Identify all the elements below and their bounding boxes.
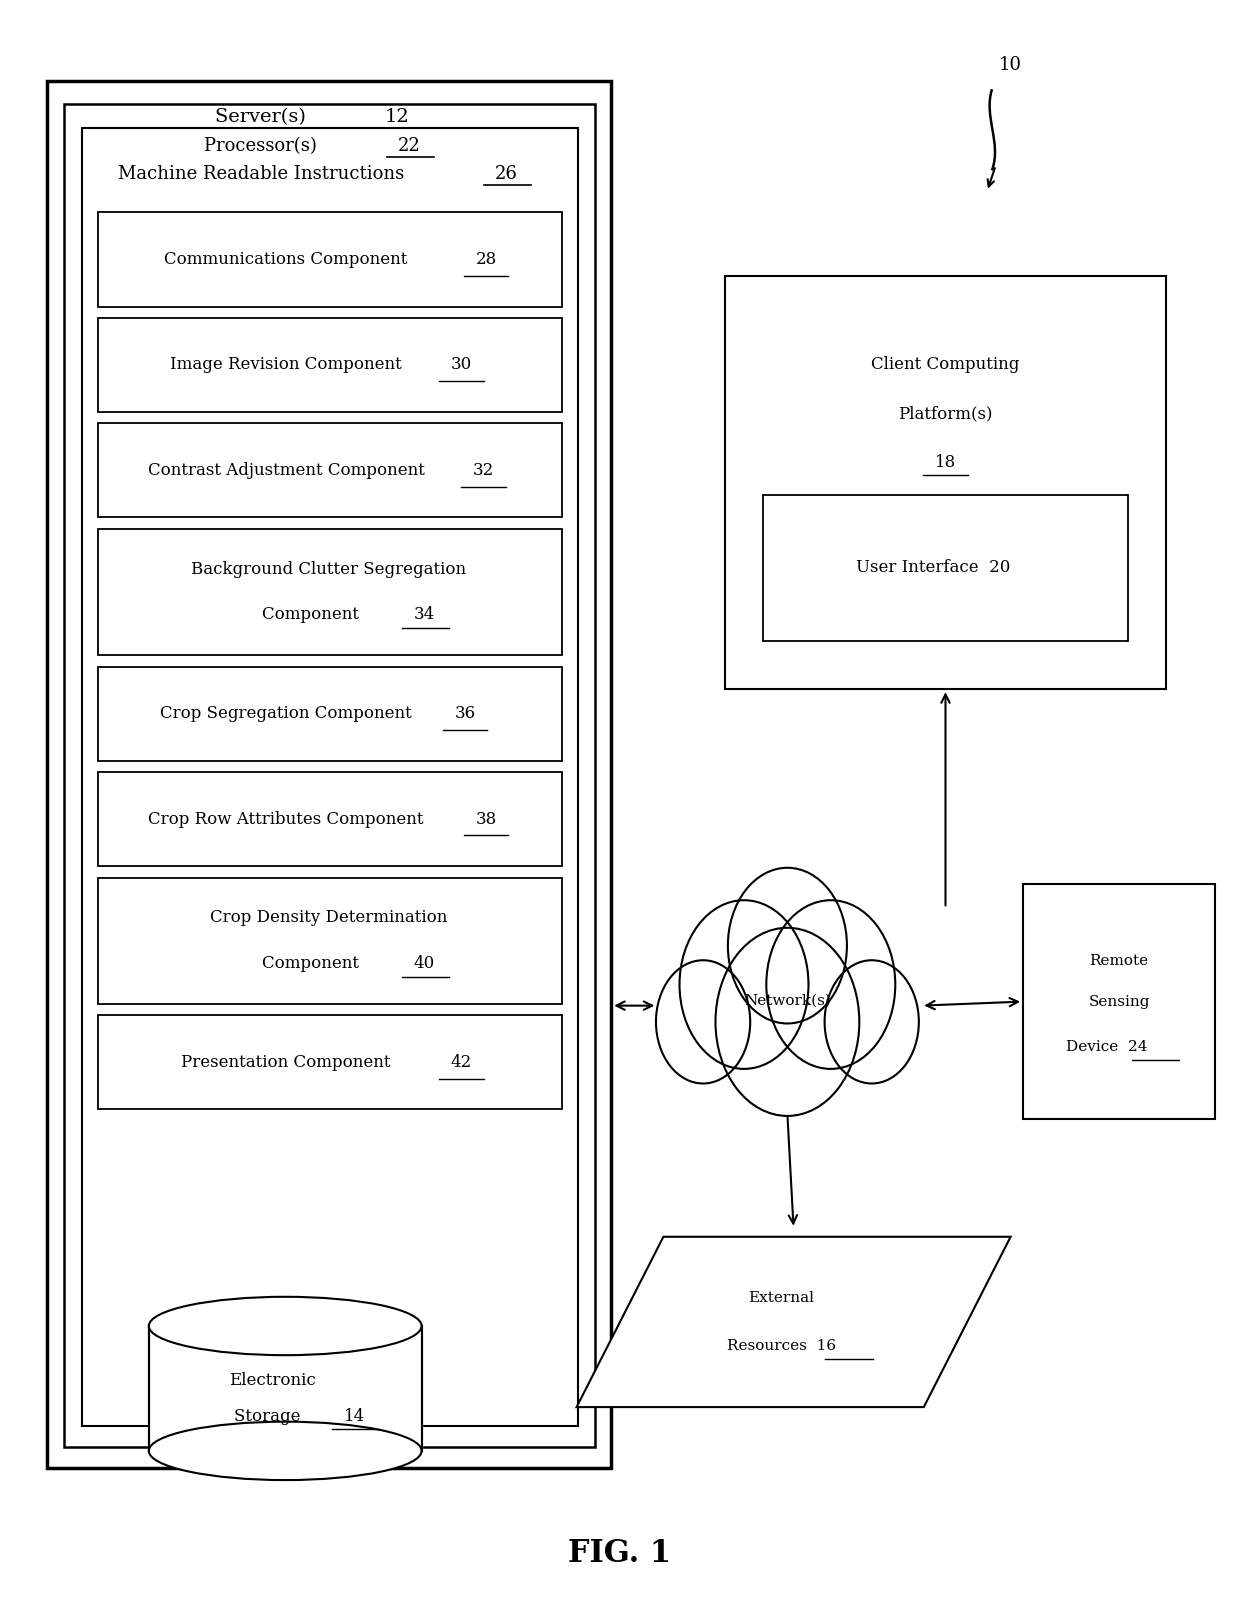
Text: 36: 36 [454, 706, 476, 722]
Text: Component: Component [263, 955, 370, 972]
Text: Presentation Component: Presentation Component [181, 1054, 402, 1071]
Text: Electronic: Electronic [229, 1372, 316, 1388]
Text: Resources  16: Resources 16 [727, 1340, 836, 1353]
Bar [98, 772, 562, 866]
Text: 22: 22 [398, 136, 420, 156]
Bar [98, 878, 562, 1004]
Text: External: External [748, 1291, 815, 1304]
Text: Machine Readable Instructions: Machine Readable Instructions [118, 164, 415, 183]
Text: Processor(s): Processor(s) [205, 136, 329, 156]
Text: 32: 32 [472, 462, 495, 478]
Text: 14: 14 [343, 1408, 366, 1424]
Text: 10: 10 [999, 55, 1022, 75]
Text: Crop Row Attributes Component: Crop Row Attributes Component [149, 811, 434, 827]
Text: 28: 28 [475, 251, 497, 268]
Polygon shape [577, 1236, 1011, 1406]
Text: Client Computing: Client Computing [872, 357, 1019, 373]
Text: 18: 18 [935, 454, 956, 470]
Bar [149, 1327, 422, 1450]
Bar [98, 212, 562, 307]
Ellipse shape [149, 1298, 422, 1356]
Text: Communications Component: Communications Component [165, 251, 418, 268]
Text: Network(s): Network(s) [744, 994, 831, 1007]
Text: Sensing: Sensing [1089, 994, 1149, 1009]
Bar [98, 423, 562, 517]
Bar [763, 495, 1128, 641]
Text: Server(s): Server(s) [215, 107, 319, 127]
Text: Component: Component [263, 607, 370, 623]
Circle shape [766, 900, 895, 1069]
Circle shape [656, 960, 750, 1083]
Text: 42: 42 [450, 1054, 472, 1071]
Bar [64, 104, 595, 1447]
Circle shape [680, 900, 808, 1069]
Text: 26: 26 [495, 164, 517, 183]
Text: 12: 12 [384, 107, 409, 127]
Text: Contrast Adjustment Component: Contrast Adjustment Component [148, 462, 435, 478]
Text: 40: 40 [413, 955, 435, 972]
Bar [82, 128, 578, 1426]
Bar [98, 667, 562, 761]
Text: Remote: Remote [1090, 954, 1148, 968]
Circle shape [719, 908, 856, 1087]
Bar [1023, 884, 1215, 1119]
Text: Crop Density Determination: Crop Density Determination [210, 910, 448, 926]
Text: 38: 38 [475, 811, 497, 827]
Bar [98, 318, 562, 412]
Text: Device  24: Device 24 [1066, 1040, 1147, 1054]
Text: Image Revision Component: Image Revision Component [170, 357, 413, 373]
Text: User Interface  20: User Interface 20 [856, 560, 1011, 576]
Text: Platform(s): Platform(s) [898, 406, 993, 422]
Circle shape [728, 868, 847, 1023]
Circle shape [825, 960, 919, 1083]
Text: 34: 34 [413, 607, 435, 623]
Text: Storage: Storage [234, 1408, 311, 1424]
Text: Background Clutter Segregation: Background Clutter Segregation [191, 561, 466, 577]
Bar [725, 276, 1166, 689]
Circle shape [715, 928, 859, 1116]
Text: FIG. 1: FIG. 1 [568, 1538, 672, 1570]
Text: 30: 30 [450, 357, 472, 373]
Bar [98, 529, 562, 655]
Ellipse shape [149, 1421, 422, 1479]
Text: Crop Segregation Component: Crop Segregation Component [160, 706, 423, 722]
Bar [98, 1015, 562, 1109]
Bar [47, 81, 611, 1468]
